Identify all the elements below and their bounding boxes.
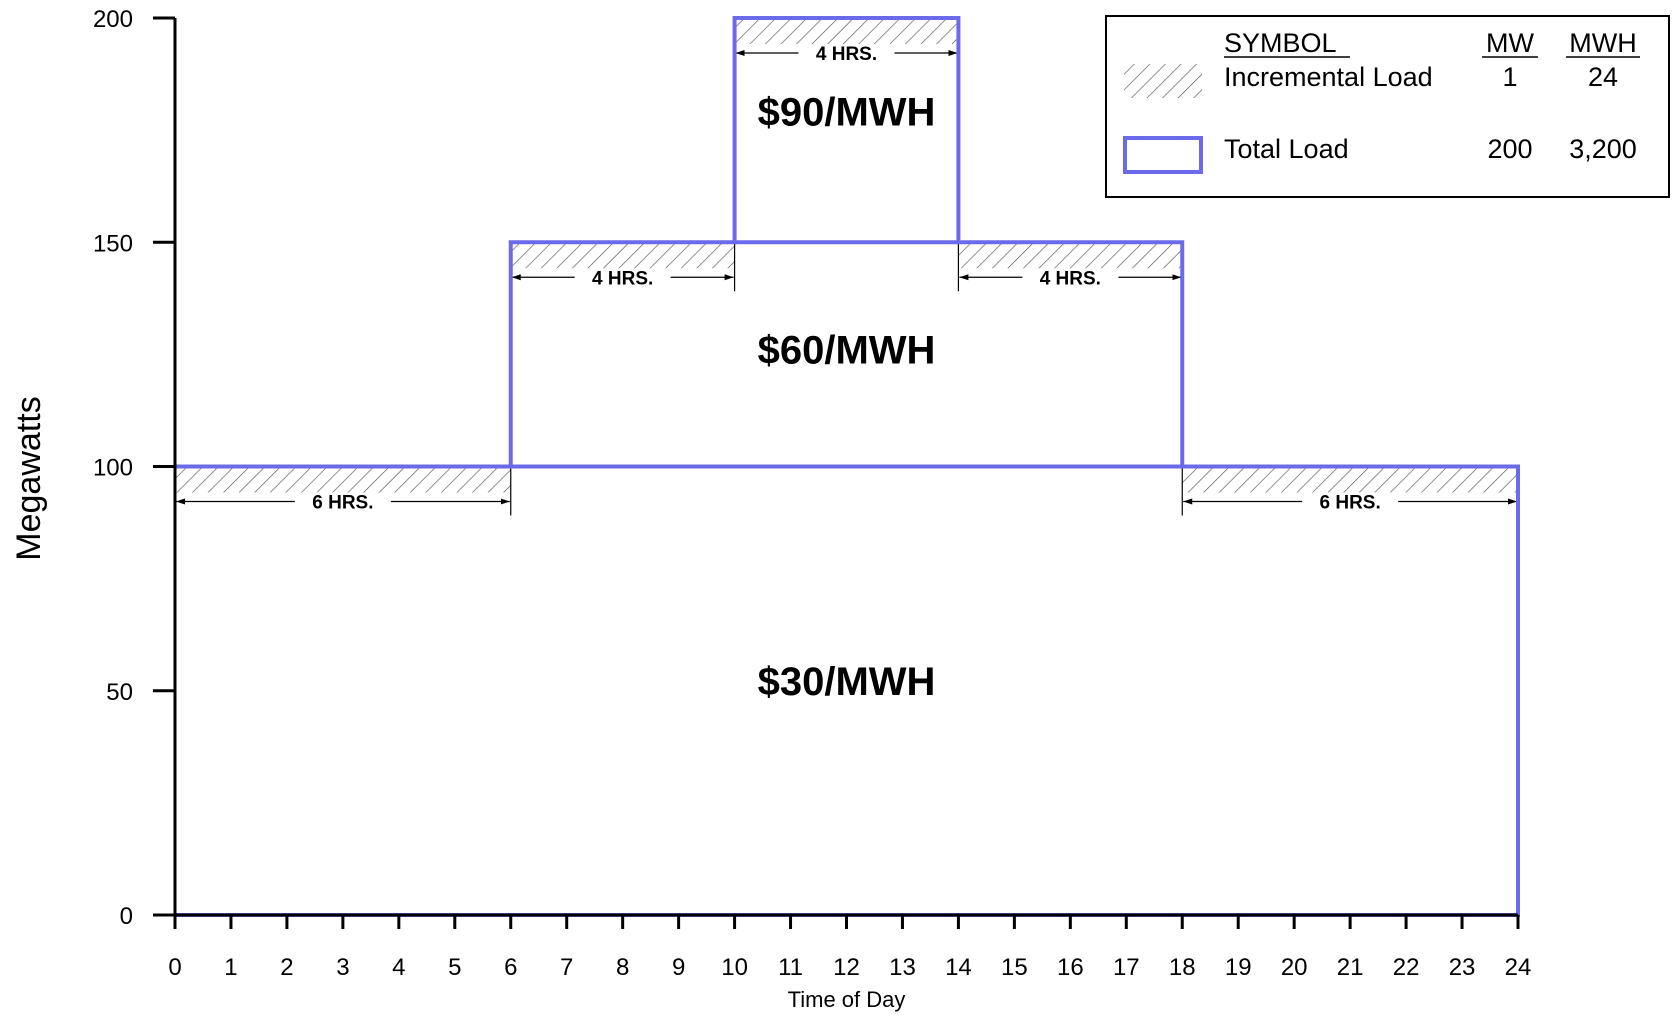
- x-tick-label-21: 21: [1337, 954, 1364, 981]
- price-labels: $90/MWH $60/MWH $30/MWH: [758, 91, 936, 705]
- x-tick-label-19: 19: [1225, 954, 1252, 981]
- legend-header-mw: MW: [1486, 28, 1534, 58]
- incremental-bands: [175, 18, 1518, 493]
- x-tick-label-5: 5: [448, 954, 461, 981]
- x-tick-label-13: 13: [889, 954, 916, 981]
- incremental-band-4: [1182, 466, 1518, 493]
- x-tick-label-4: 4: [392, 954, 405, 981]
- x-tick-label-8: 8: [616, 954, 629, 981]
- x-tick-label-17: 17: [1113, 954, 1140, 981]
- x-tick-label-20: 20: [1281, 954, 1308, 981]
- duration-label-1: 4 HRS.: [592, 268, 653, 289]
- x-tick-label-16: 16: [1057, 954, 1084, 981]
- price-label-1: $60/MWH: [758, 328, 936, 372]
- x-tick-label-18: 18: [1169, 954, 1196, 981]
- y-tick-label-50: 50: [106, 679, 133, 706]
- total-load-outline: [175, 16, 1520, 917]
- x-tick-label-0: 0: [168, 954, 181, 981]
- y-tick-label-100: 100: [93, 455, 133, 482]
- legend-hatch-swatch: [1124, 64, 1202, 98]
- incremental-band-0: [175, 466, 511, 493]
- x-tick-label-1: 1: [224, 954, 237, 981]
- legend-label-0: Incremental Load: [1224, 62, 1433, 92]
- x-tick-label-10: 10: [721, 954, 748, 981]
- x-tick-label-23: 23: [1449, 954, 1476, 981]
- price-label-0: $90/MWH: [758, 91, 936, 135]
- incremental-band-2: [734, 18, 959, 44]
- legend: SYMBOL MW MWH Incremental Load 1 24 Total Load…: [1105, 15, 1670, 198]
- legend-mwh-1: 3,200: [1569, 134, 1637, 164]
- y-axis-title: Megawatts: [10, 396, 48, 560]
- legend-label-1: Total Load: [1224, 134, 1349, 164]
- x-tick-label-3: 3: [336, 954, 349, 981]
- duration-label-0: 6 HRS.: [312, 493, 373, 514]
- y-tick-label-0: 0: [120, 903, 133, 930]
- x-tick-label-9: 9: [672, 954, 685, 981]
- x-axis-title: Time of Day: [788, 987, 906, 1012]
- legend-mwh-0: 24: [1588, 62, 1618, 92]
- x-tick-label-12: 12: [833, 954, 860, 981]
- legend-mw-1: 200: [1487, 134, 1532, 164]
- incremental-band-1: [510, 242, 735, 269]
- legend-header-symbol: SYMBOL: [1224, 28, 1337, 58]
- x-tick-label-7: 7: [560, 954, 573, 981]
- price-label-2: $30/MWH: [758, 660, 936, 704]
- x-tick-label-14: 14: [945, 954, 972, 981]
- x-tick-label-2: 2: [280, 954, 293, 981]
- x-tick-label-24: 24: [1505, 954, 1532, 981]
- x-tick-label-6: 6: [504, 954, 517, 981]
- x-tick-label-11: 11: [778, 954, 803, 981]
- incremental-band-3: [958, 242, 1183, 269]
- y-tick-label-150: 150: [93, 230, 133, 257]
- y-tick-label-200: 200: [93, 6, 133, 33]
- duration-label-3: 4 HRS.: [1040, 268, 1101, 289]
- duration-label-2: 4 HRS.: [816, 44, 877, 65]
- duration-label-4: 6 HRS.: [1320, 493, 1381, 514]
- x-tick-label-22: 22: [1393, 954, 1420, 981]
- total-load-series: [175, 16, 1520, 917]
- legend-box-swatch: [1123, 136, 1203, 174]
- legend-header-mwh: MWH: [1569, 28, 1636, 58]
- x-tick-label-15: 15: [1001, 954, 1028, 981]
- legend-mw-0: 1: [1502, 62, 1517, 92]
